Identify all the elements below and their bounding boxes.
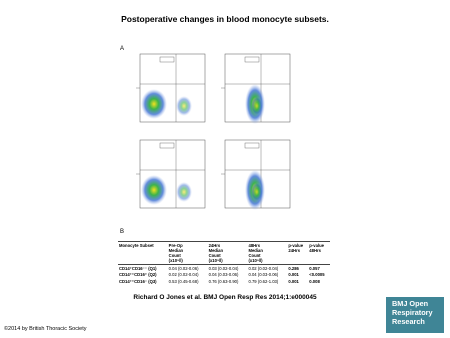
header-line: Monocyte Subset: [119, 243, 154, 248]
title: Postoperative changes in blood monocyte …: [121, 14, 329, 24]
header-line: Pre-Op: [168, 243, 183, 248]
logo-line: BMJ Open: [392, 299, 429, 308]
logo: BMJ Open Respiratory Research: [386, 297, 444, 333]
header-line: (x10⁹/l): [168, 258, 183, 263]
table-row: CD14⁺⁺CD16⁺ (Q2) 0.02 (0.02-0.04) 0.04 (0.…: [118, 272, 330, 279]
cell-cloud: [141, 89, 167, 119]
table-cell: 0.03 (0.02-0.04): [208, 265, 239, 271]
header-line: 48Hrs: [248, 243, 261, 248]
header-line: Count: [248, 253, 261, 258]
cell-cloud: [251, 96, 263, 116]
table-cell: 0.001: [288, 278, 299, 284]
table-row: CD14⁺⁺CD16⁻ (Q3) 0.53 (0.45-0.68) 0.76 (0.…: [118, 278, 330, 285]
table-cell: 0.008: [309, 278, 320, 284]
table-header: p-value 24Hrs: [287, 241, 309, 265]
logo-line: Respiratory: [392, 308, 433, 317]
table-cell: 0.04 (0.03-0.06): [208, 272, 239, 278]
table-cell: 0.53 (0.45-0.68): [168, 278, 199, 284]
gate-box: [244, 56, 260, 63]
header-line: Median: [248, 248, 263, 253]
table-cell: <0.0005: [309, 272, 325, 278]
logo-line: Research: [392, 317, 425, 326]
table-cell: 0.001: [288, 272, 299, 278]
gate-box: [244, 142, 260, 149]
panel-label: A: [120, 46, 125, 52]
table-cell: CD14⁺⁺CD16⁻ (Q3): [119, 278, 157, 284]
header-line: p-value: [288, 243, 304, 248]
panel-label: B: [120, 229, 125, 235]
header-line: Count: [168, 253, 181, 258]
table-cell: 0.76 (0.63-0.90): [208, 278, 239, 284]
table-row: CD14⁺CD16⁻⁻ (Q1) 0.04 (0.02-0.06) 0.03 (0.…: [118, 265, 330, 272]
table-cell: 0.04 (0.03-0.06): [248, 272, 279, 278]
cell-cloud: [176, 96, 192, 116]
header-line: (x10⁹/l): [208, 258, 223, 263]
table-cell: 0.79 (0.62-1.03): [248, 278, 279, 284]
cell-cloud: [176, 182, 192, 202]
cell-cloud: [251, 182, 263, 202]
table-cell: 0.02 (0.02-0.04): [168, 272, 199, 278]
header-line: 24Hrs: [208, 243, 221, 248]
header-line: 24Hrs: [288, 248, 301, 253]
table-cell: 0.286: [288, 265, 299, 271]
header-line: 48Hrs: [309, 248, 321, 253]
citation: Richard O Jones et al. BMJ Open Resp Res…: [133, 294, 317, 301]
header-line: Median: [168, 248, 184, 253]
cell-cloud: [141, 175, 167, 205]
header-line: (x10⁹/l): [248, 258, 263, 263]
table-header: Pre-Op Median Count (x10⁹/l): [167, 241, 208, 265]
table-header: 24Hrs Median Count (x10⁹/l): [207, 241, 248, 265]
header-line: p-value: [309, 243, 324, 248]
copyright: ©2014 by British Thoracic Society: [4, 326, 87, 332]
table-header: 48Hrs Median Count (x10⁹/l): [247, 241, 288, 265]
table-header: p-value 48Hrs: [308, 241, 330, 265]
gate-box: [159, 142, 175, 149]
table-cell: CD14⁺CD16⁻⁻ (Q1): [119, 265, 157, 271]
table-cell: 0.02 (0.02-0.04): [248, 265, 279, 271]
table-cell: CD14⁺⁺CD16⁺ (Q2): [119, 272, 157, 278]
table-cell: 0.057: [309, 265, 320, 271]
table-cell: 0.04 (0.02-0.06): [168, 265, 199, 271]
header-line: Median: [208, 248, 224, 253]
gate-box: [159, 56, 175, 63]
table-header: Monocyte Subset: [118, 241, 168, 265]
table: Monocyte Subset Pre-Op Median Count (x10⁹/l)…: [118, 241, 330, 285]
flow-plots: [136, 53, 291, 210]
header-line: Count: [208, 253, 221, 258]
